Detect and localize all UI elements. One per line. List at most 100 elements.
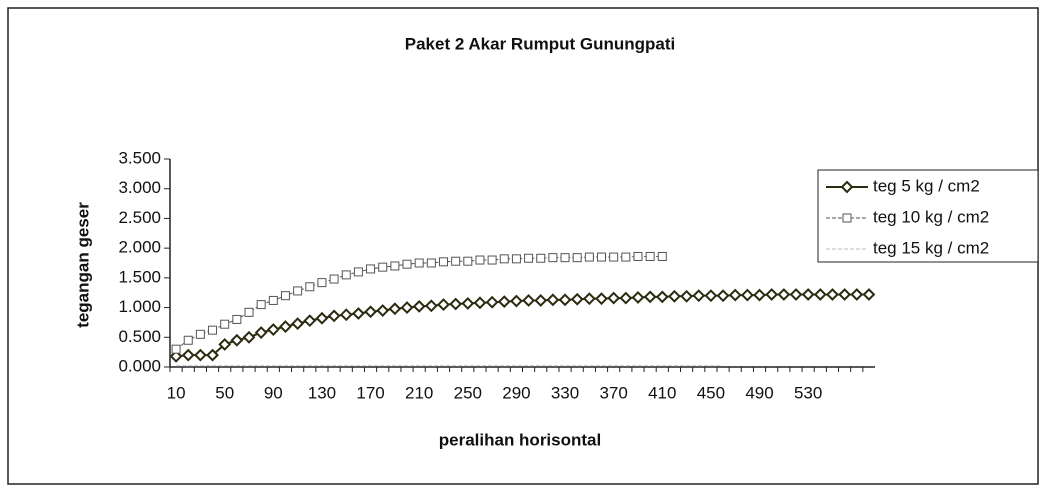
marker	[366, 264, 376, 274]
marker	[402, 259, 412, 269]
marker	[560, 253, 570, 263]
marker	[584, 252, 594, 262]
marker	[668, 289, 681, 303]
x-tick-label: 10	[167, 383, 186, 402]
marker	[463, 256, 473, 266]
marker	[376, 304, 390, 317]
marker	[765, 288, 779, 301]
marker	[789, 288, 803, 301]
marker	[657, 251, 667, 261]
marker	[522, 294, 535, 307]
marker	[329, 274, 339, 284]
marker	[838, 288, 852, 301]
x-tick-label: 90	[264, 383, 283, 402]
marker	[293, 286, 303, 296]
x-tick-label: 370	[599, 383, 627, 402]
marker	[400, 301, 414, 314]
marker	[558, 293, 572, 307]
x-tick-label: 50	[215, 383, 234, 402]
x-tick-label: 250	[454, 383, 482, 402]
marker	[473, 296, 487, 310]
y-tick-label: 2.000	[118, 238, 161, 257]
marker	[169, 349, 183, 363]
y-tick-label: 3.000	[118, 178, 161, 197]
marker	[218, 338, 232, 351]
marker	[424, 299, 438, 313]
marker	[850, 288, 864, 301]
marker	[548, 253, 558, 263]
marker	[220, 319, 230, 329]
marker	[485, 295, 499, 309]
y-tick-label: 1.000	[118, 297, 161, 316]
marker	[826, 288, 839, 301]
x-tick-label: 410	[648, 383, 676, 402]
marker	[655, 290, 669, 304]
x-tick-label: 330	[551, 383, 579, 402]
marker	[607, 291, 621, 305]
marker	[777, 288, 791, 301]
marker	[378, 262, 388, 272]
marker	[256, 300, 266, 310]
x-axis-label: peralihan horisontal	[439, 430, 601, 449]
marker	[621, 252, 631, 262]
marker	[291, 317, 305, 331]
marker	[511, 254, 521, 264]
x-tick-label: 170	[356, 383, 384, 402]
marker	[633, 251, 643, 261]
x-tick-label: 130	[308, 383, 336, 402]
y-tick-label: 3.500	[118, 148, 161, 167]
marker	[461, 296, 475, 310]
marker	[268, 295, 278, 305]
marker	[619, 291, 633, 305]
marker	[536, 253, 546, 263]
marker	[364, 305, 377, 319]
marker	[645, 251, 655, 261]
marker	[570, 292, 584, 306]
marker	[244, 307, 254, 317]
marker	[510, 294, 523, 308]
marker	[862, 288, 876, 301]
marker	[327, 309, 341, 323]
marker	[438, 257, 448, 267]
marker	[339, 308, 353, 322]
chart-title: Paket 2 Akar Rumput Gunungpati	[405, 34, 675, 53]
marker	[208, 325, 218, 335]
marker	[341, 270, 351, 280]
marker	[437, 298, 450, 312]
y-axis-label: tegangan geser	[73, 202, 92, 328]
marker	[195, 329, 205, 339]
marker	[315, 311, 329, 325]
marker	[183, 335, 193, 345]
marker	[390, 261, 400, 271]
marker	[813, 288, 827, 301]
marker	[193, 348, 207, 362]
marker	[534, 294, 548, 307]
marker	[449, 297, 463, 311]
marker	[753, 288, 766, 302]
x-tick-label: 210	[405, 383, 433, 402]
marker	[572, 253, 582, 263]
x-tick-label: 530	[794, 383, 822, 402]
marker	[595, 292, 608, 306]
marker	[242, 330, 256, 344]
marker	[230, 333, 244, 347]
y-tick-label: 0.500	[118, 327, 161, 346]
y-tick-label: 1.500	[118, 267, 161, 286]
y-tick-label: 2.500	[118, 208, 161, 227]
marker	[597, 252, 607, 262]
marker	[643, 290, 657, 304]
marker	[254, 326, 268, 339]
marker	[716, 289, 730, 303]
marker	[388, 302, 402, 316]
marker	[740, 288, 754, 302]
marker	[801, 288, 815, 301]
marker	[414, 258, 424, 268]
marker	[631, 291, 645, 304]
marker	[280, 291, 290, 301]
marker	[475, 255, 485, 265]
legend-label: teg 5 kg / cm2	[873, 176, 980, 195]
marker	[412, 299, 426, 313]
marker	[728, 288, 742, 302]
marker	[317, 278, 327, 288]
x-tick-label: 450	[697, 383, 725, 402]
